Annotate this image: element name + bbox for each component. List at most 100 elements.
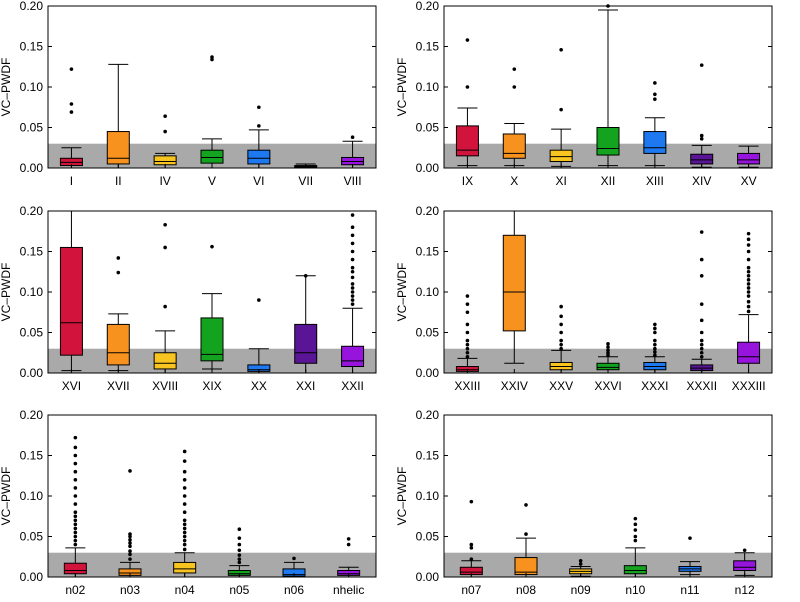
- category-label: n05: [229, 583, 249, 597]
- category-label: XII: [601, 174, 616, 188]
- outlier-point: [699, 302, 704, 306]
- outlier-point: [210, 55, 214, 59]
- plot-frame: [443, 5, 773, 169]
- outlier-point: [182, 518, 187, 523]
- outlier-point: [469, 542, 474, 547]
- box-XVII: [106, 256, 130, 372]
- outlier-point: [257, 298, 261, 302]
- box-n03: [118, 469, 142, 578]
- outlier-point: [237, 542, 242, 547]
- outlier-point: [465, 310, 470, 315]
- outlier-point: [350, 257, 355, 262]
- category-label: XI: [555, 174, 566, 188]
- panel-6: 0.00 0.05 0.10 0.15 0.20 VC–PWDF n07 n08 n09 n10 n…: [395, 408, 773, 597]
- outlier-point: [350, 294, 355, 298]
- outlier-point: [699, 338, 704, 343]
- iqr-box: [455, 125, 479, 157]
- outlier-point: [465, 302, 470, 306]
- y-tick-label: 0.00: [20, 570, 44, 584]
- box-n08: [514, 503, 538, 578]
- y-axis-label: VC–PWDF: [395, 467, 409, 526]
- threshold-band: [48, 552, 376, 577]
- outlier-point: [559, 107, 563, 112]
- y-tick-label: 0.05: [416, 530, 440, 544]
- outlier-point: [699, 342, 704, 347]
- outlier-point: [73, 445, 78, 450]
- outlier-point: [346, 537, 351, 541]
- outlier-point: [350, 241, 355, 246]
- y-tick-label: 0.20: [20, 0, 44, 13]
- outlier-point: [465, 355, 470, 359]
- outlier-point: [350, 282, 355, 286]
- outlier-point: [73, 461, 78, 466]
- category-label: n04: [175, 583, 195, 597]
- category-label: n11: [680, 583, 699, 597]
- outlier-point: [633, 516, 638, 521]
- outlier-point: [73, 494, 78, 498]
- outlier-point: [116, 270, 121, 275]
- category-label: XVII: [107, 379, 130, 393]
- box-XIV: [690, 63, 714, 168]
- outlier-point: [653, 346, 657, 351]
- iqr-box: [63, 562, 87, 575]
- y-tick-label: 0.15: [20, 245, 44, 259]
- outlier-point: [559, 346, 563, 351]
- outlier-point: [524, 503, 528, 507]
- outlier-point: [350, 135, 355, 140]
- plot-frame: [47, 5, 377, 169]
- outlier-point: [512, 67, 517, 71]
- outlier-point: [653, 92, 657, 97]
- outlier-point: [653, 350, 657, 354]
- outlier-point: [182, 530, 187, 535]
- outlier-point: [350, 265, 355, 270]
- y-axis-label: VC–PWDF: [395, 58, 409, 117]
- outlier-point: [746, 257, 751, 262]
- box-II: [106, 63, 130, 169]
- outlier-point: [746, 237, 751, 242]
- outlier-point: [350, 298, 355, 302]
- box-XXII: [341, 213, 365, 374]
- outlier-point: [73, 453, 78, 458]
- iqr-box: [596, 362, 620, 371]
- box-XXXI: [643, 322, 667, 374]
- category-label: n02: [65, 583, 85, 597]
- outlier-point: [653, 338, 657, 343]
- category-label: XXXI: [641, 379, 668, 393]
- category-label: IV: [159, 174, 170, 188]
- outlier-point: [559, 322, 563, 327]
- outlier-point: [69, 102, 74, 106]
- outlier-point: [163, 114, 167, 118]
- y-tick-label: 0.00: [20, 161, 44, 175]
- outlier-point: [182, 502, 187, 506]
- box-XII: [596, 4, 620, 167]
- category-label: XVI: [62, 379, 81, 393]
- outlier-point: [524, 532, 528, 536]
- outlier-point: [73, 502, 78, 506]
- outlier-point: [465, 85, 470, 89]
- category-label: n09: [571, 583, 591, 597]
- iqr-box: [173, 561, 197, 574]
- outlier-point: [465, 350, 470, 355]
- y-tick-label: 0.00: [416, 161, 440, 175]
- box-XXVI: [596, 342, 620, 374]
- y-axis-label: VC–PWDF: [0, 58, 13, 117]
- y-tick-label: 0.20: [416, 408, 440, 422]
- outlier-point: [73, 522, 78, 527]
- outlier-point: [699, 257, 704, 262]
- outlier-point: [653, 81, 657, 85]
- y-tick-label: 0.15: [416, 40, 440, 54]
- box-XIII: [643, 81, 667, 167]
- outlier-point: [653, 330, 657, 335]
- outlier-point: [73, 478, 78, 482]
- y-tick-label: 0.05: [20, 530, 44, 544]
- outlier-point: [699, 230, 704, 234]
- outlier-point: [182, 538, 187, 543]
- outlier-point: [292, 556, 296, 561]
- iqr-box: [737, 341, 761, 364]
- outlier-point: [746, 304, 751, 309]
- iqr-box: [549, 149, 573, 163]
- outlier-point: [73, 435, 78, 440]
- category-label: n10: [625, 583, 645, 597]
- iqr-box: [200, 149, 224, 164]
